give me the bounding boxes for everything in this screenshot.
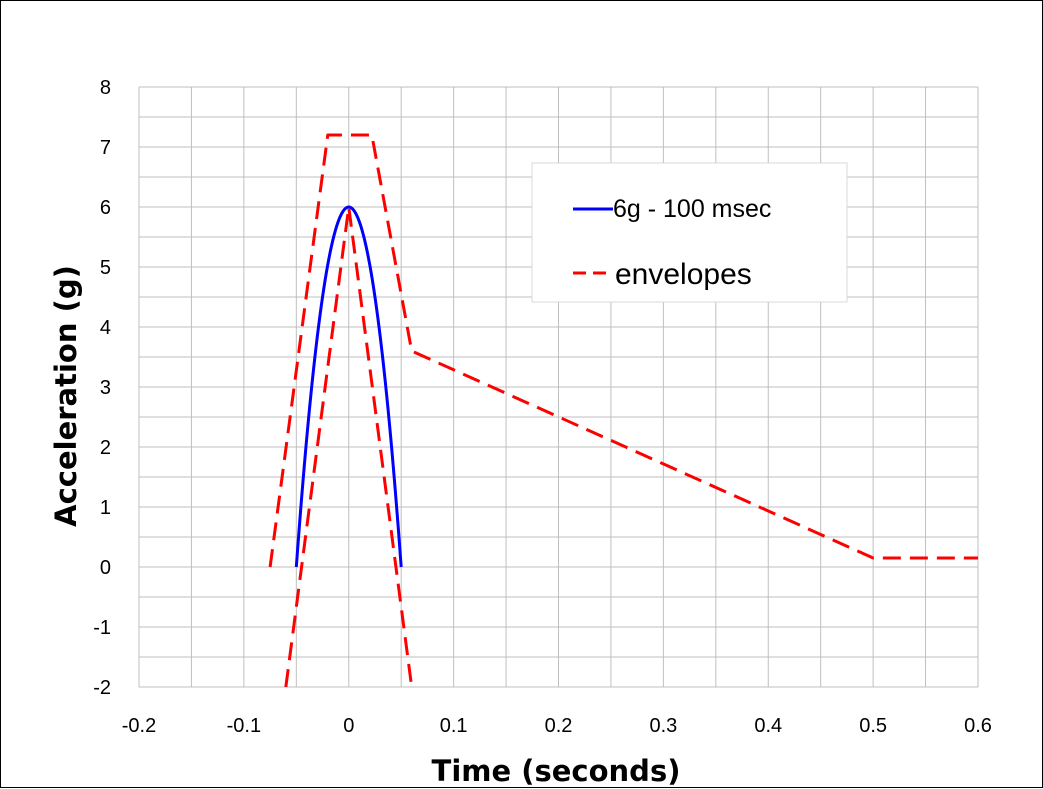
series-layer — [268, 133, 978, 687]
x-axis-ticks: -0.2 -0.1 0 0.1 0.2 0.3 0.4 0.5 0.6 — [122, 715, 992, 737]
upper-envelope-line — [268, 133, 978, 568]
x-tick-label: 0.6 — [964, 715, 992, 737]
x-tick-label: 0.5 — [859, 715, 887, 737]
legend-box — [531, 162, 848, 303]
y-tick-label: 5 — [100, 257, 111, 279]
x-tick-label: 0.4 — [754, 715, 782, 737]
y-axis-title: Acceleration (g) — [49, 265, 83, 527]
x-tick-label: -0.2 — [122, 715, 156, 737]
y-tick-label: -2 — [93, 677, 111, 699]
y-tick-label: 2 — [100, 437, 111, 459]
legend-label-pulse: 6g - 100 msec — [613, 195, 771, 223]
y-tick-label: 8 — [100, 77, 111, 99]
y-tick-label: -1 — [93, 617, 111, 639]
pulse-series-line — [294, 205, 403, 568]
x-tick-label: 0.3 — [649, 715, 677, 737]
x-tick-label: -0.1 — [227, 715, 261, 737]
y-tick-label: 7 — [100, 137, 111, 159]
y-tick-label: 1 — [100, 497, 111, 519]
y-tick-label: 6 — [100, 197, 111, 219]
legend-label-envelopes: envelopes — [615, 258, 752, 291]
y-axis-ticks: 8 7 6 5 4 3 2 1 0 -1 -2 — [93, 77, 111, 699]
y-tick-label: 3 — [100, 377, 111, 399]
x-tick-label: 0.2 — [545, 715, 573, 737]
x-axis-title: Time (seconds) — [432, 754, 681, 788]
y-tick-label: 0 — [100, 557, 111, 579]
x-tick-label: 0.1 — [440, 715, 468, 737]
y-tick-label: 4 — [100, 317, 111, 339]
x-tick-label: 0 — [343, 715, 354, 737]
legend: 6g - 100 msec envelopes — [531, 162, 848, 303]
